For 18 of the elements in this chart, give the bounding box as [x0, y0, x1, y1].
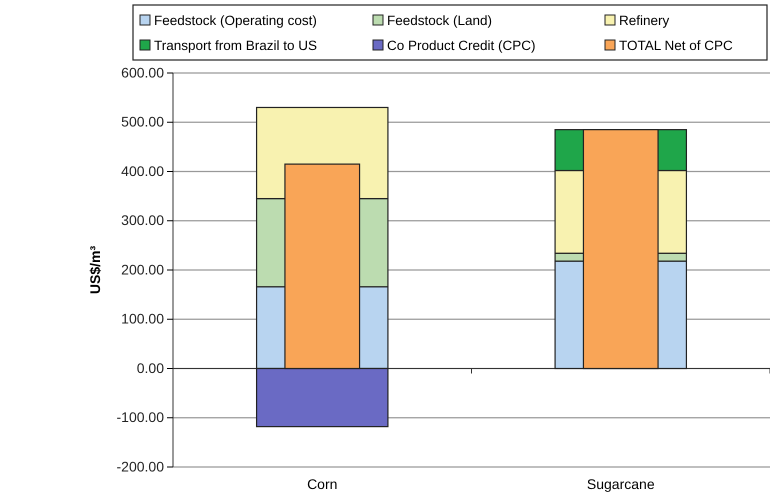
- y-tick-label: 300.00: [121, 212, 164, 228]
- legend-label: Refinery: [619, 13, 670, 28]
- y-tick-label: 500.00: [121, 114, 164, 130]
- legend-label: TOTAL Net of CPC: [619, 38, 734, 53]
- x-tick-label: Sugarcane: [586, 476, 655, 492]
- y-tick-label: -200.00: [116, 458, 164, 474]
- x-tick-label: Corn: [307, 476, 338, 492]
- y-axis-title: US$/m³: [87, 246, 103, 294]
- legend-label: Feedstock (Operating cost): [154, 13, 317, 28]
- legend-label: Feedstock (Land): [387, 13, 492, 28]
- y-tick-label: 0.00: [136, 360, 164, 376]
- y-tick-label: -100.00: [116, 409, 164, 426]
- y-tick-label: 200.00: [121, 261, 164, 278]
- legend-label: Transport from Brazil to US: [154, 38, 318, 53]
- y-tick-label: 600.00: [121, 64, 164, 80]
- legend-label: Co Product Credit (CPC): [387, 38, 536, 53]
- y-tick-label: 400.00: [121, 162, 164, 179]
- y-tick-label: 100.00: [121, 310, 164, 327]
